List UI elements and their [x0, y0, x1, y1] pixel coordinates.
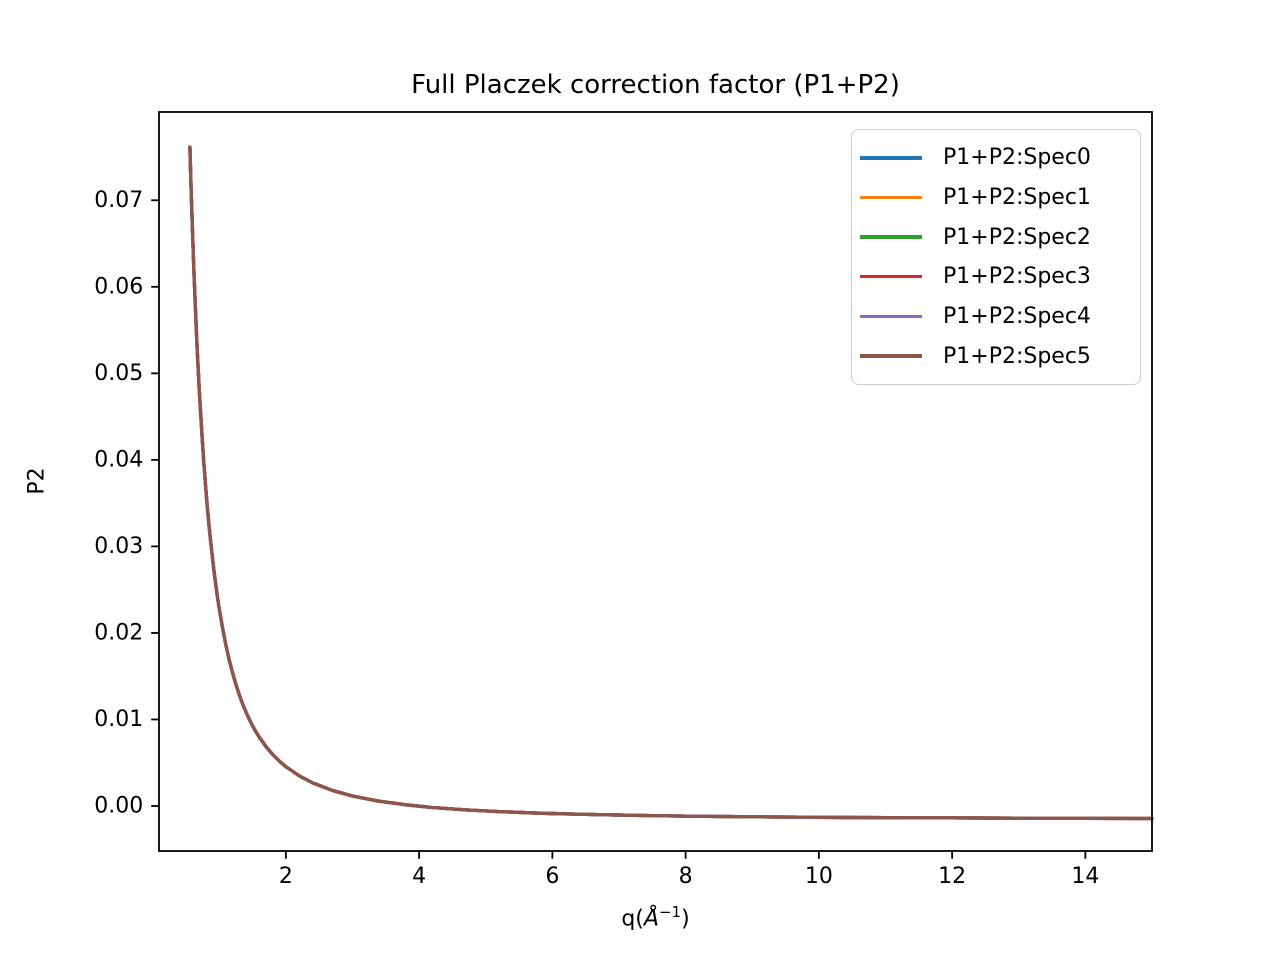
y-tick-label: 0.01 — [94, 707, 143, 732]
legend-line-sample — [860, 275, 922, 279]
legend: P1+P2:Spec0 P1+P2:Spec1 P1+P2:Spec2 P1+P2:S… — [851, 129, 1141, 385]
y-tick-label: 0.02 — [94, 620, 143, 645]
x-tick-label: 2 — [279, 864, 293, 889]
legend-line-sample — [860, 235, 922, 239]
legend-line-sample — [860, 195, 922, 200]
chart-title: Full Placzek correction factor (P1+P2) — [411, 70, 900, 100]
legend-item: P1+P2:Spec2 — [852, 220, 1140, 254]
x-axis-label-suffix: ) — [681, 906, 690, 932]
legend-item-label: P1+P2:Spec2 — [943, 224, 1091, 250]
y-tick-label: 0.05 — [94, 361, 143, 386]
x-tick-label: 10 — [805, 864, 833, 889]
legend-item: P1+P2:Spec1 — [852, 180, 1140, 214]
legend-line-sample — [860, 314, 922, 319]
legend-line-sample — [860, 354, 922, 358]
legend-line-sample — [860, 156, 922, 160]
legend-item: P1+P2:Spec3 — [852, 260, 1140, 294]
x-axis-label: q(Å−1) — [159, 903, 1152, 931]
x-tick-label: 6 — [545, 864, 559, 889]
legend-item: P1+P2:Spec5 — [852, 339, 1140, 373]
legend-item: P1+P2:Spec0 — [852, 141, 1140, 175]
x-tick-label: 4 — [412, 864, 426, 889]
x-tick-label: 12 — [938, 864, 966, 889]
y-tick-label: 0.00 — [94, 794, 143, 819]
legend-item-label: P1+P2:Spec5 — [943, 343, 1091, 369]
legend-item-label: P1+P2:Spec4 — [943, 303, 1091, 329]
legend-item: P1+P2:Spec4 — [852, 299, 1140, 333]
legend-item-label: P1+P2:Spec1 — [943, 184, 1091, 210]
legend-item-label: P1+P2:Spec0 — [943, 145, 1091, 171]
x-axis-label-prefix: q( — [621, 906, 644, 932]
x-tick-label: 14 — [1071, 864, 1099, 889]
y-tick-label: 0.03 — [94, 534, 143, 559]
angstrom-symbol: Å — [643, 906, 659, 932]
x-axis-label-exponent: −1 — [658, 903, 682, 921]
y-tick-label: 0.06 — [94, 274, 143, 299]
y-tick-label: 0.04 — [94, 447, 143, 472]
axes-spines — [158, 111, 1153, 852]
series-line-p1-p2-spec5 — [188, 145, 1154, 821]
legend-item-label: P1+P2:Spec3 — [943, 264, 1091, 290]
x-tick-label: 8 — [679, 864, 693, 889]
y-tick-label: 0.07 — [94, 188, 143, 213]
